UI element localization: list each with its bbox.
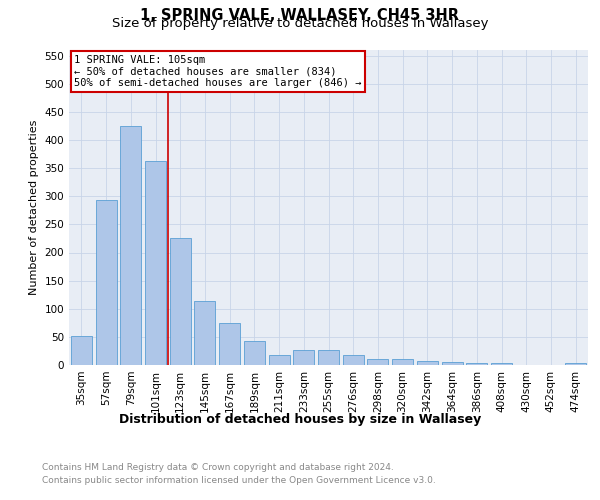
Text: Contains public sector information licensed under the Open Government Licence v3: Contains public sector information licen…	[42, 476, 436, 485]
Bar	[219, 323, 240, 365]
Bar	[194, 302, 215, 365]
Bar	[145, 161, 166, 365]
Text: Size of property relative to detached houses in Wallasey: Size of property relative to detached ho…	[112, 18, 488, 30]
Bar	[442, 362, 463, 365]
Bar	[120, 126, 141, 365]
Bar	[71, 336, 92, 365]
Bar	[392, 360, 413, 365]
Bar	[293, 350, 314, 365]
Text: 1 SPRING VALE: 105sqm
← 50% of detached houses are smaller (834)
50% of semi-det: 1 SPRING VALE: 105sqm ← 50% of detached …	[74, 54, 362, 88]
Text: Distribution of detached houses by size in Wallasey: Distribution of detached houses by size …	[119, 412, 481, 426]
Bar	[170, 238, 191, 365]
Bar	[95, 200, 116, 365]
Bar	[466, 363, 487, 365]
Y-axis label: Number of detached properties: Number of detached properties	[29, 120, 39, 295]
Text: Contains HM Land Registry data © Crown copyright and database right 2024.: Contains HM Land Registry data © Crown c…	[42, 462, 394, 471]
Bar	[417, 360, 438, 365]
Bar	[244, 342, 265, 365]
Bar	[269, 355, 290, 365]
Bar	[491, 363, 512, 365]
Text: 1, SPRING VALE, WALLASEY, CH45 3HR: 1, SPRING VALE, WALLASEY, CH45 3HR	[140, 8, 460, 22]
Bar	[343, 355, 364, 365]
Bar	[565, 364, 586, 365]
Bar	[367, 360, 388, 365]
Bar	[318, 350, 339, 365]
